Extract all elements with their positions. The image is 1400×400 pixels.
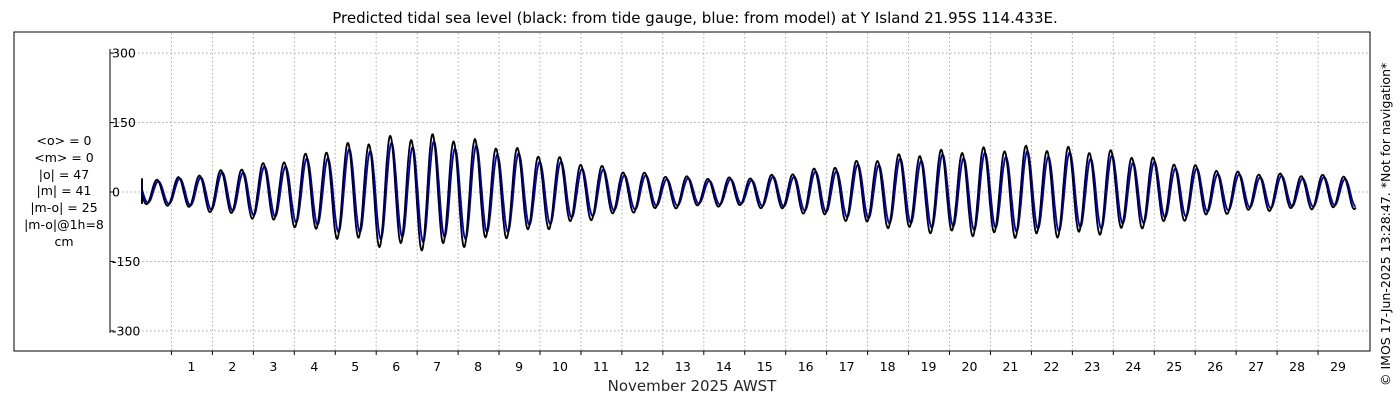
x-tick-label: 17	[839, 359, 855, 374]
x-tick-label: 20	[962, 359, 978, 374]
x-tick-label: 24	[1125, 359, 1141, 374]
y-tick-label: -150	[112, 254, 140, 269]
x-tick-label: 23	[1084, 359, 1100, 374]
x-tick-label: 2	[228, 359, 236, 374]
y-tick-label: 150	[112, 115, 136, 130]
x-tick-label: 10	[552, 359, 568, 374]
statistics-panel: <o> = 0 <m> = 0 |o| = 47 |m| = 41 |m-o| …	[20, 133, 108, 251]
x-tick-label: 15	[757, 359, 773, 374]
x-tick-label: 13	[675, 359, 691, 374]
stat-abs-diff: |m-o| = 25	[30, 200, 98, 216]
x-tick-label: 4	[310, 359, 318, 374]
stat-abs-model: |m| = 41	[36, 183, 92, 199]
grid-lines	[114, 33, 1370, 350]
x-tick-label: 14	[716, 359, 732, 374]
x-tick-label: 22	[1043, 359, 1059, 374]
x-tick-label: 27	[1248, 359, 1264, 374]
stat-unit: cm	[54, 233, 74, 249]
x-tick-label: 12	[634, 359, 650, 374]
y-tick-label: -300	[112, 323, 140, 338]
stat-mean-obs: <o> = 0	[36, 133, 92, 148]
x-tick-label: 6	[392, 359, 400, 374]
model-series-line	[141, 140, 1356, 244]
y-tick-label: 0	[112, 185, 120, 200]
x-tick-label: 1	[187, 359, 195, 374]
x-tick-label: 26	[1207, 359, 1223, 374]
x-tick-label: 25	[1166, 359, 1182, 374]
tide-gauge-series-line	[141, 133, 1357, 252]
x-tick-label: 16	[798, 359, 814, 374]
series-layer	[141, 133, 1357, 252]
x-axis-title: November 2025 AWST	[608, 377, 778, 395]
x-tick-label: 8	[474, 359, 482, 374]
x-tick-label: 18	[880, 359, 896, 374]
x-tick-label: 29	[1330, 359, 1346, 374]
copyright-note: © IMOS 17-Jun-2025 13:28:47. *Not for na…	[1378, 62, 1393, 386]
x-tick-label: 5	[351, 359, 359, 374]
x-tick-label: 7	[433, 359, 441, 374]
x-tick-label: 3	[269, 359, 277, 374]
x-tick-label: 19	[921, 359, 937, 374]
x-tick-label: 21	[1002, 359, 1018, 374]
y-ticks: 300 150 0 -150 -300	[110, 46, 140, 338]
stat-mean-model: <m> = 0	[34, 149, 94, 165]
stat-abs-diff-1h: |m-o|@1h=8	[24, 216, 104, 232]
x-tick-label: 28	[1289, 359, 1305, 374]
x-tick-label: 11	[593, 359, 609, 374]
stat-abs-obs: |o| = 47	[38, 166, 90, 182]
chart-title: Predicted tidal sea level (black: from t…	[332, 9, 1058, 27]
x-tick-label: 9	[515, 359, 523, 374]
x-ticks: 1 2 3 4 5 6 7 8 9 10 11 12 13 14 15 16 17 18 19 20 21 22 23 24 2…	[170, 351, 1346, 374]
y-tick-label: 300	[112, 46, 136, 61]
